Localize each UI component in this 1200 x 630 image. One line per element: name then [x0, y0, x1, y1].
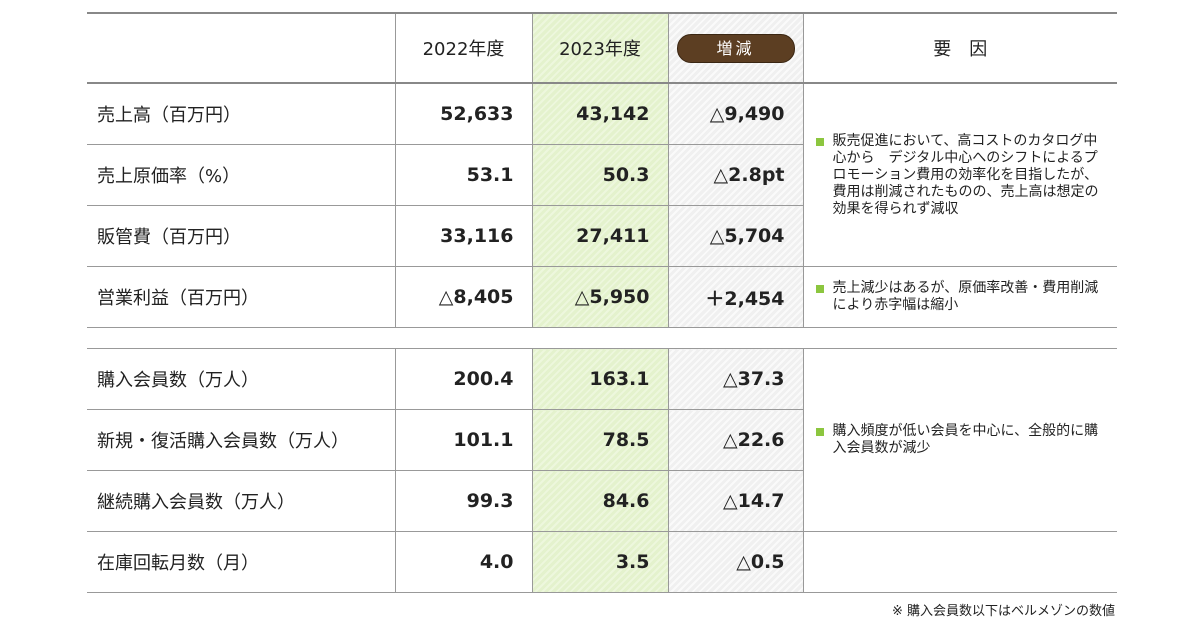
- table-row: 継続購入会員数（万人） 99.3 84.6 △14.7: [87, 470, 1117, 532]
- value-2022: 200.4: [394, 348, 532, 410]
- diff-pill: 増減: [676, 33, 795, 63]
- value-2023: 84.6: [531, 470, 668, 532]
- table-row: 売上高（百万円） 52,633 43,142 △9,490 販売促進において、高…: [87, 83, 1117, 267]
- value-diff: △22.6: [667, 409, 804, 471]
- row-label: 販管費（百万円）: [87, 205, 395, 267]
- value-diff: △9,490: [667, 83, 804, 145]
- reason-text: 販売促進において、高コストのカタログ中心から デジタル中心へのシフトによるプロモ…: [832, 132, 1099, 217]
- value-2022: 53.1: [394, 144, 532, 206]
- header-row: 2022年度 2023年度 増減 要 因: [87, 12, 1117, 84]
- header-2023: 2023年度: [531, 12, 668, 84]
- header-reason: 要 因: [803, 12, 1117, 84]
- value-diff: ＋2,454: [667, 266, 804, 328]
- header-2022: 2022年度: [394, 12, 532, 84]
- table-row: 在庫回転月数（月） 4.0 3.5 △0.5: [87, 531, 1117, 593]
- value-2022: △8,405: [394, 266, 532, 328]
- value-diff: △0.5: [667, 531, 804, 593]
- value-diff: △14.7: [667, 470, 804, 532]
- row-label: 営業利益（百万円）: [87, 266, 395, 328]
- value-2023: 163.1: [531, 348, 668, 410]
- table-row: 新規・復活購入会員数（万人） 101.1 78.5 △22.6: [87, 409, 1117, 471]
- value-2023: 27,411: [531, 205, 668, 267]
- bullet-icon: [815, 137, 824, 146]
- reason-text: 売上減少はあるが、原価率改善・費用削減により赤字幅は縮小: [832, 280, 1099, 313]
- table-row: 購入会員数（万人） 200.4 163.1 △37.3 購入頻度が低い会員を中心…: [87, 348, 1117, 532]
- header-label: [87, 12, 395, 84]
- value-2023: 3.5: [531, 531, 668, 593]
- value-2022: 101.1: [394, 409, 532, 471]
- value-2022: 99.3: [394, 470, 532, 532]
- value-2023: △5,950: [531, 266, 668, 328]
- row-label: 売上原価率（%）: [87, 144, 395, 206]
- value-diff: △2.8pt: [667, 144, 804, 206]
- header-diff: 増減: [667, 12, 804, 84]
- value-2022: 52,633: [394, 83, 532, 145]
- value-diff: △5,704: [667, 205, 804, 267]
- value-2023: 50.3: [531, 144, 668, 206]
- row-label: 継続購入会員数（万人）: [87, 470, 395, 532]
- value-2022: 33,116: [394, 205, 532, 267]
- reason-text: 購入頻度が低い会員を中心に、全般的に購入会員数が減少: [832, 423, 1099, 456]
- table-row: 売上原価率（%） 53.1 50.3 △2.8pt: [87, 144, 1117, 206]
- reason-cell-empty: [803, 531, 1117, 593]
- table-row: 販管費（百万円） 33,116 27,411 △5,704: [87, 205, 1117, 267]
- row-label: 新規・復活購入会員数（万人）: [87, 409, 395, 471]
- reason-cell: 購入頻度が低い会員を中心に、全般的に購入会員数が減少: [803, 348, 1117, 532]
- results-table: 2022年度 2023年度 増減 要 因 売上高（百万円） 52,633 43,…: [87, 12, 1117, 593]
- row-label: 在庫回転月数（月）: [87, 531, 395, 593]
- value-2023: 78.5: [531, 409, 668, 471]
- table-row: 営業利益（百万円） △8,405 △5,950 ＋2,454 売上減少はあるが、…: [87, 266, 1117, 328]
- row-label: 売上高（百万円）: [87, 83, 395, 145]
- value-2022: 4.0: [394, 531, 532, 593]
- reason-cell: 売上減少はあるが、原価率改善・費用削減により赤字幅は縮小: [803, 266, 1117, 328]
- value-diff: △37.3: [667, 348, 804, 410]
- footnote: ※ 購入会員数以下はベルメゾンの数値: [891, 604, 1115, 619]
- bullet-icon: [815, 285, 824, 293]
- row-label: 購入会員数（万人）: [87, 348, 395, 410]
- bullet-icon: [815, 428, 824, 436]
- value-2023: 43,142: [531, 83, 668, 145]
- reason-cell: 販売促進において、高コストのカタログ中心から デジタル中心へのシフトによるプロモ…: [803, 83, 1117, 267]
